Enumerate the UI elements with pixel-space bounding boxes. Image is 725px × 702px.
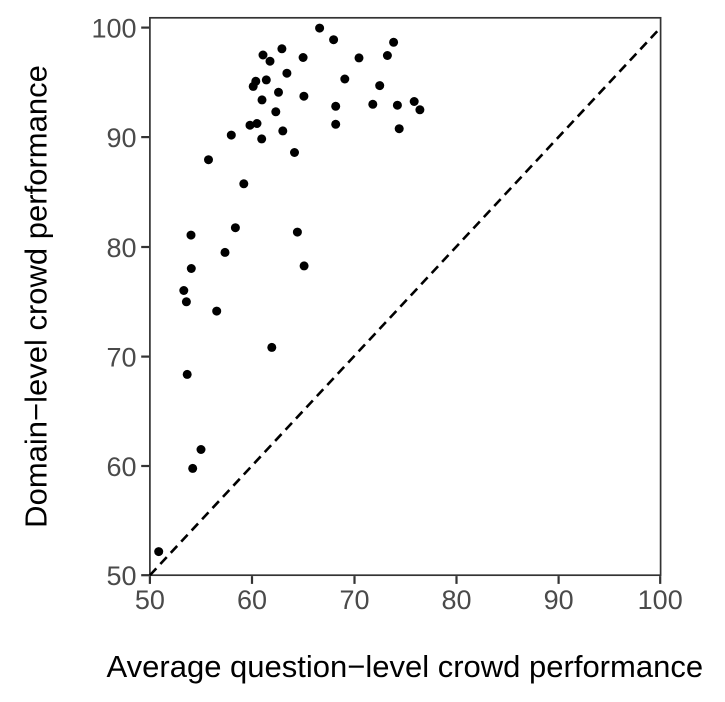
svg-text:100: 100 <box>91 14 136 44</box>
svg-text:50: 50 <box>135 585 165 615</box>
svg-text:70: 70 <box>339 585 369 615</box>
svg-text:100: 100 <box>638 585 683 615</box>
svg-text:90: 90 <box>544 585 574 615</box>
svg-text:Domain−level crowd performance: Domain−level crowd performance <box>18 65 53 528</box>
svg-text:Average question−level crowd p: Average question−level crowd performance <box>107 649 704 684</box>
svg-text:50: 50 <box>106 561 136 591</box>
svg-text:70: 70 <box>106 343 136 373</box>
svg-text:60: 60 <box>237 585 267 615</box>
svg-text:80: 80 <box>441 585 471 615</box>
svg-text:90: 90 <box>106 123 136 153</box>
svg-text:60: 60 <box>106 452 136 482</box>
svg-text:80: 80 <box>106 233 136 263</box>
